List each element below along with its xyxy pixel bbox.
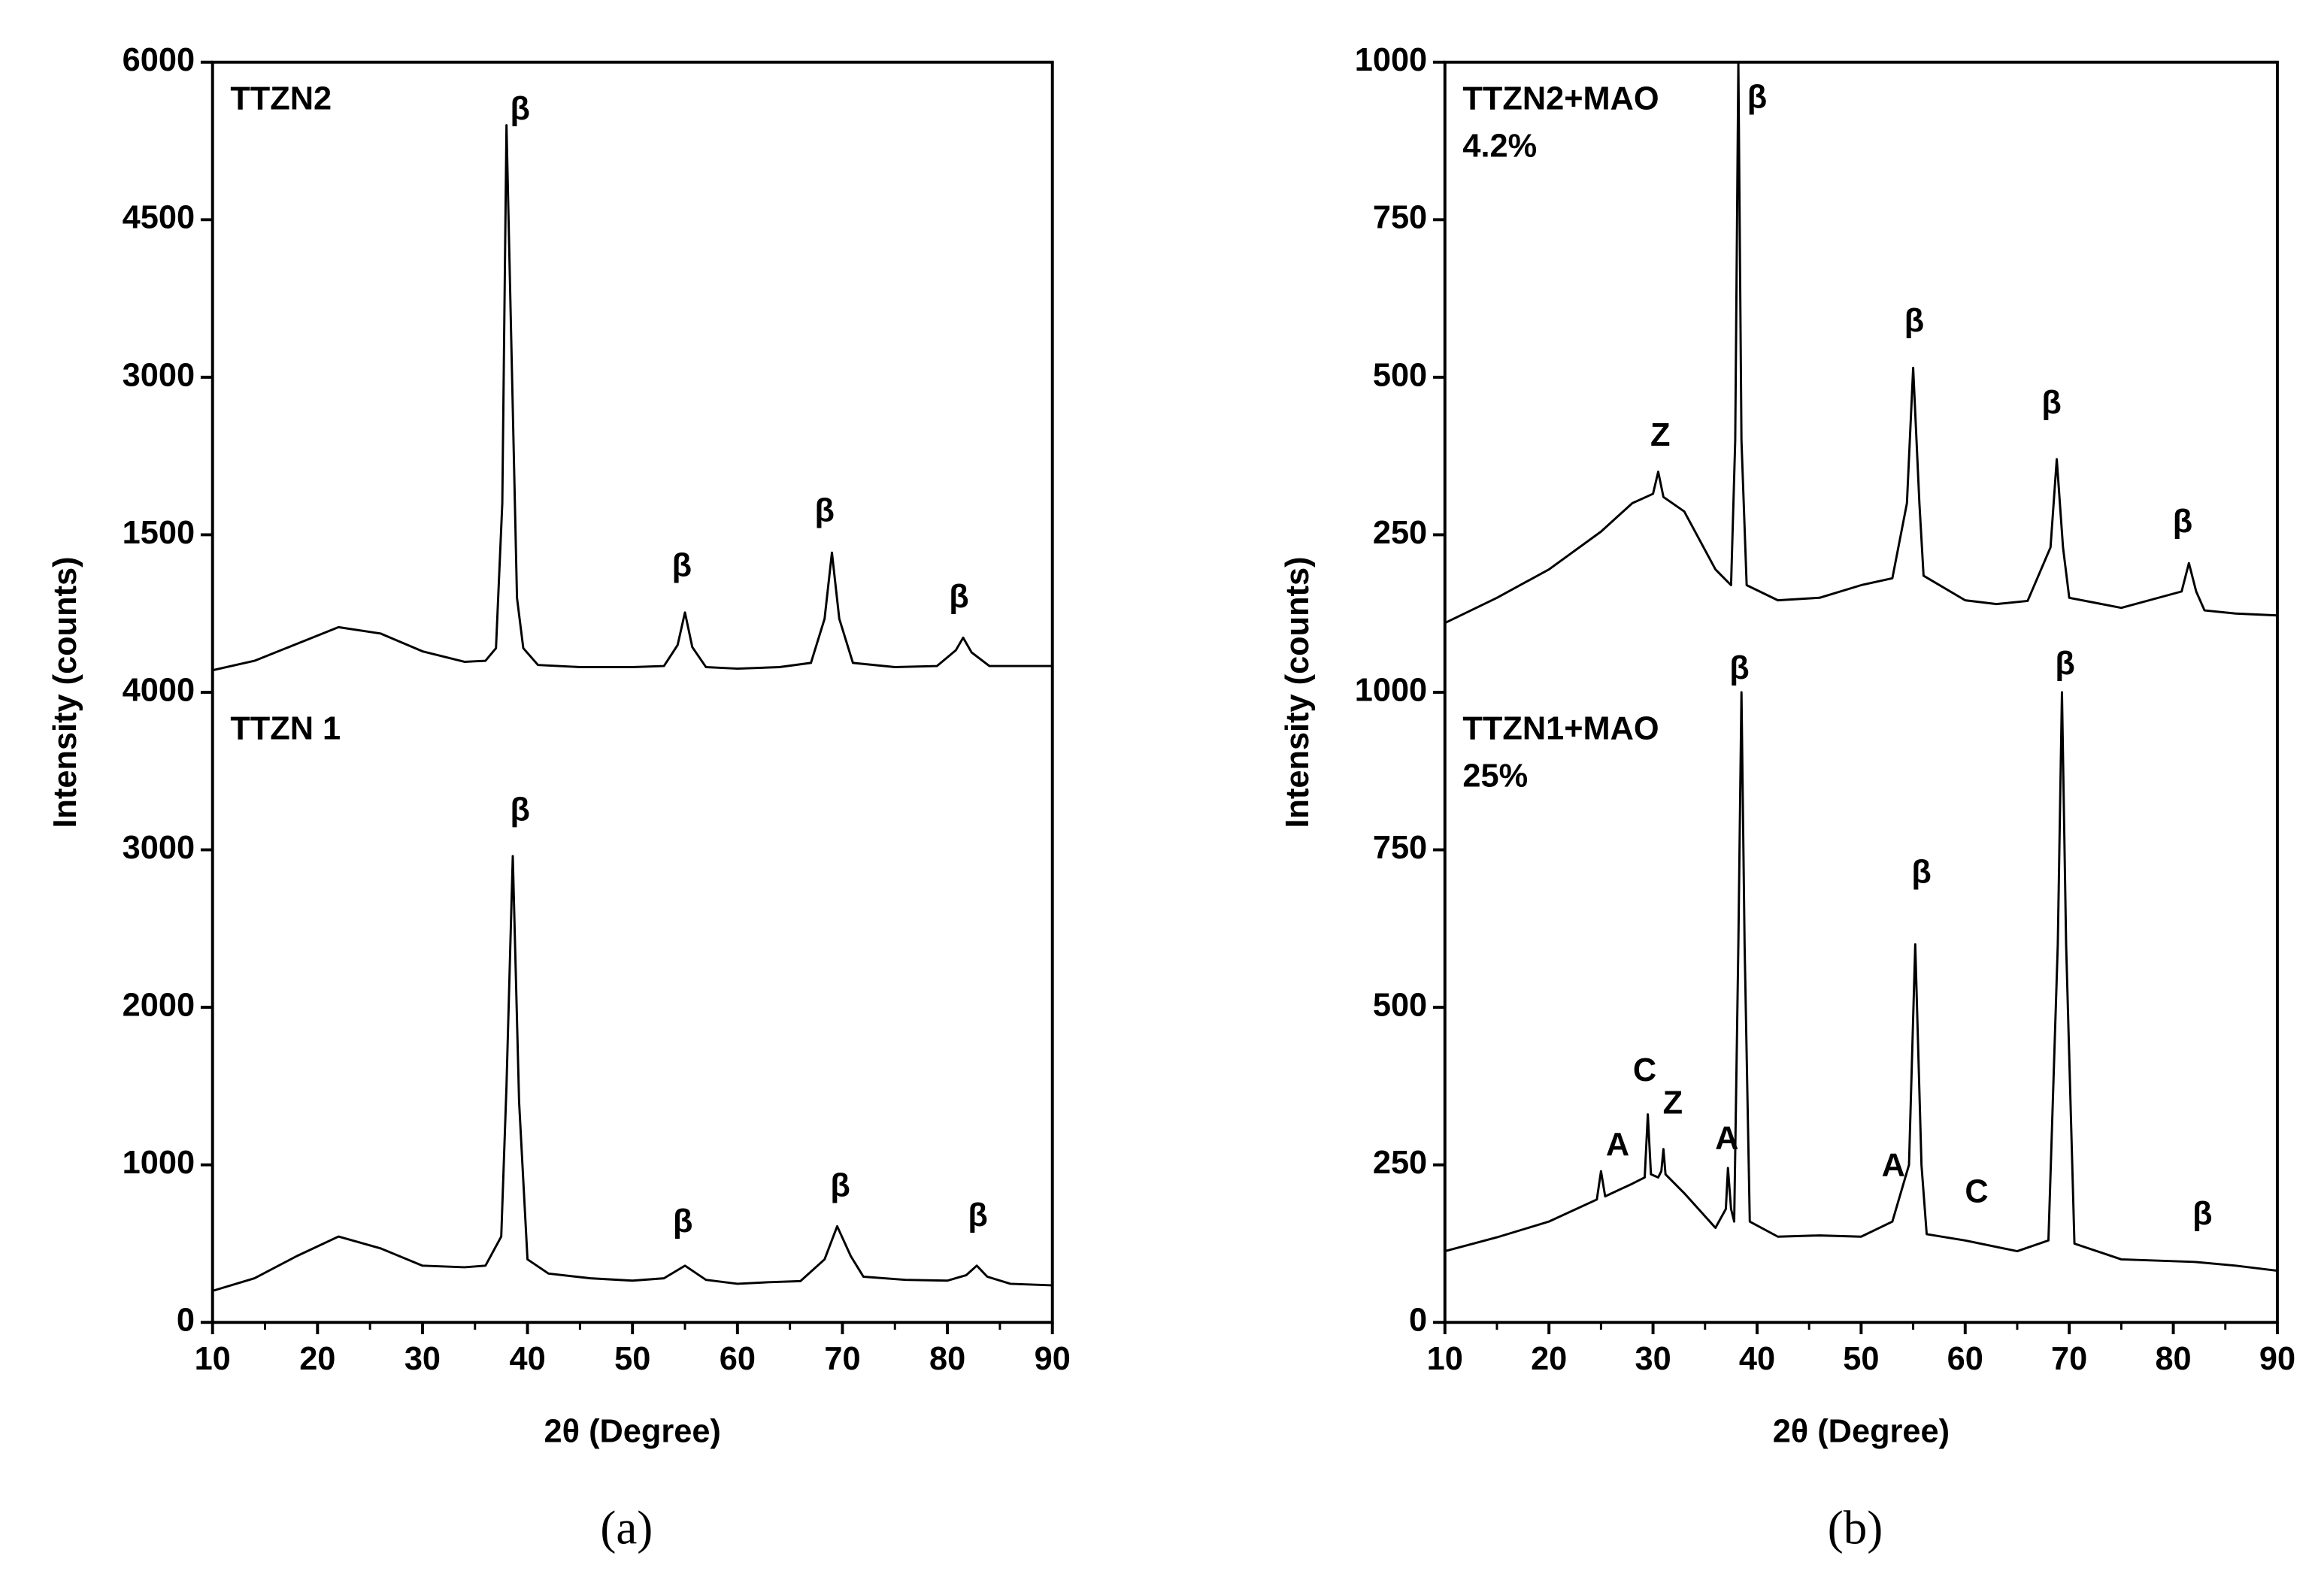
y-tick-label: 3000: [123, 830, 195, 866]
y-axis-label: Intensity (counts): [1280, 556, 1316, 828]
series-label: TTZN2+MAO: [1462, 80, 1659, 117]
peak-label: β: [1747, 80, 1767, 116]
x-tick-label: 30: [405, 1341, 441, 1377]
peak-label: β: [672, 548, 692, 584]
x-tick-label: 80: [929, 1341, 965, 1377]
series-label: TTZN 1: [230, 711, 341, 747]
peak-label: β: [2055, 646, 2074, 682]
peak-label: β: [1911, 855, 1931, 891]
y-tick-label: 500: [1373, 988, 1427, 1024]
peak-label: β: [673, 1203, 692, 1239]
peak-label: A: [1715, 1120, 1738, 1156]
y-tick-label: 1000: [1355, 672, 1427, 708]
x-tick-label: 10: [1427, 1341, 1463, 1377]
y-tick-label: 750: [1373, 200, 1427, 236]
xrd-line: [1444, 691, 2278, 1272]
peak-label: β: [511, 91, 530, 127]
x-tick-label: 70: [2051, 1341, 2087, 1377]
y-tick-label: 500: [1373, 357, 1427, 393]
peak-label: Z: [1650, 417, 1670, 453]
x-axis-label: 2θ (Degree): [1773, 1413, 1950, 1449]
peak-label: β: [814, 493, 834, 529]
series-subtitle: 25%: [1462, 758, 1528, 795]
peak-label: Z: [1663, 1085, 1683, 1121]
y-tick-label: 0: [1409, 1303, 1427, 1339]
panel-label: (a): [600, 1501, 653, 1554]
peak-label: β: [2192, 1196, 2212, 1232]
series-subtitle: 4.2%: [1462, 128, 1537, 164]
x-tick-label: 40: [509, 1341, 545, 1377]
x-tick-label: 30: [1635, 1341, 1671, 1377]
x-tick-label: 20: [299, 1341, 335, 1377]
peak-label: C: [1633, 1052, 1656, 1088]
y-tick-label: 250: [1373, 515, 1427, 551]
x-tick-label: 60: [1947, 1341, 1983, 1377]
x-tick-label: 90: [2259, 1341, 2295, 1377]
series-label: TTZN1+MAO: [1462, 711, 1659, 747]
y-tick-label: 4000: [123, 672, 195, 708]
y-axis-label: Intensity (counts): [47, 556, 83, 828]
peak-label: β: [2173, 504, 2192, 540]
x-tick-label: 90: [1035, 1341, 1071, 1377]
x-tick-label: 60: [720, 1341, 756, 1377]
y-tick-label: 1500: [123, 515, 195, 551]
peak-label: A: [1606, 1127, 1629, 1163]
peak-label: β: [511, 792, 530, 828]
y-tick-label: 1000: [1355, 42, 1427, 78]
peak-label: β: [830, 1168, 850, 1204]
y-tick-label: 750: [1373, 830, 1427, 866]
x-tick-label: 80: [2155, 1341, 2191, 1377]
y-tick-label: 6000: [123, 42, 195, 78]
peak-label: A: [1882, 1148, 1905, 1184]
panel-label: (b): [1828, 1501, 1883, 1554]
plot-frame: [1443, 60, 2279, 1324]
y-tick-label: 1000: [123, 1145, 195, 1181]
y-tick-label: 4500: [123, 200, 195, 236]
peak-label: β: [968, 1197, 987, 1233]
peak-label: β: [1904, 303, 1924, 339]
y-tick-label: 0: [177, 1303, 195, 1339]
x-tick-label: 40: [1739, 1341, 1775, 1377]
xrd-line: [1444, 61, 2278, 625]
x-tick-label: 10: [195, 1341, 231, 1377]
x-tick-label: 50: [614, 1341, 650, 1377]
peak-label: C: [1965, 1174, 1988, 1210]
x-tick-label: 70: [824, 1341, 860, 1377]
x-tick-label: 20: [1531, 1341, 1567, 1377]
peak-label: β: [2041, 385, 2061, 421]
y-tick-label: 250: [1373, 1145, 1427, 1181]
x-axis-label: 2θ (Degree): [544, 1413, 721, 1449]
plot-frame: [211, 60, 1054, 1324]
xrd-line: [212, 124, 1053, 672]
series-label: TTZN2: [230, 80, 332, 117]
peak-label: β: [1729, 650, 1749, 686]
peak-label: β: [949, 579, 968, 615]
y-tick-label: 3000: [123, 357, 195, 393]
xrd-line: [212, 855, 1053, 1292]
y-tick-label: 2000: [123, 988, 195, 1024]
x-tick-label: 50: [1843, 1341, 1879, 1377]
